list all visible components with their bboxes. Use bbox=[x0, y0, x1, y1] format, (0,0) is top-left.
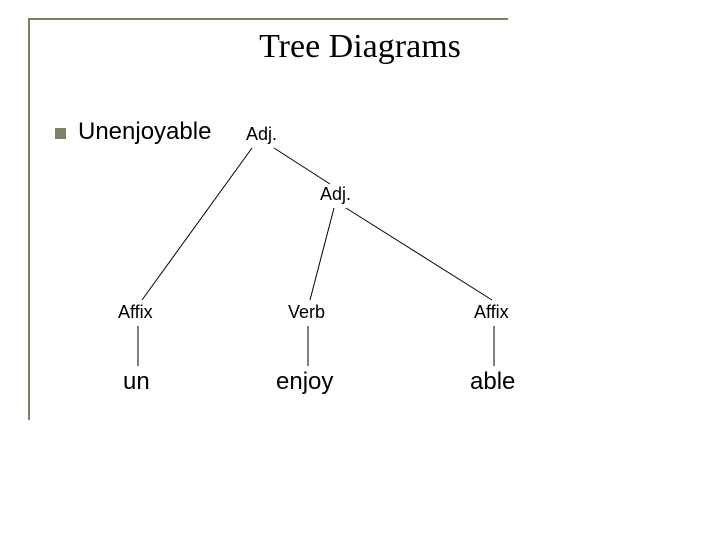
bullet-icon bbox=[55, 128, 66, 139]
node-adj-mid: Adj. bbox=[320, 184, 351, 205]
node-adj-top: Adj. bbox=[246, 124, 277, 145]
frame-top bbox=[28, 18, 508, 20]
leaf-un: un bbox=[123, 368, 150, 396]
node-verb: Verb bbox=[288, 302, 325, 323]
headword: Unenjoyable bbox=[78, 118, 211, 146]
frame-left bbox=[28, 18, 30, 420]
node-affix-r: Affix bbox=[474, 302, 509, 323]
leaf-able: able bbox=[470, 368, 515, 396]
slide-title: Tree Diagrams bbox=[0, 28, 720, 66]
node-affix-l: Affix bbox=[118, 302, 153, 323]
leaf-enjoy: enjoy bbox=[276, 368, 333, 396]
tree-edges bbox=[0, 0, 720, 540]
